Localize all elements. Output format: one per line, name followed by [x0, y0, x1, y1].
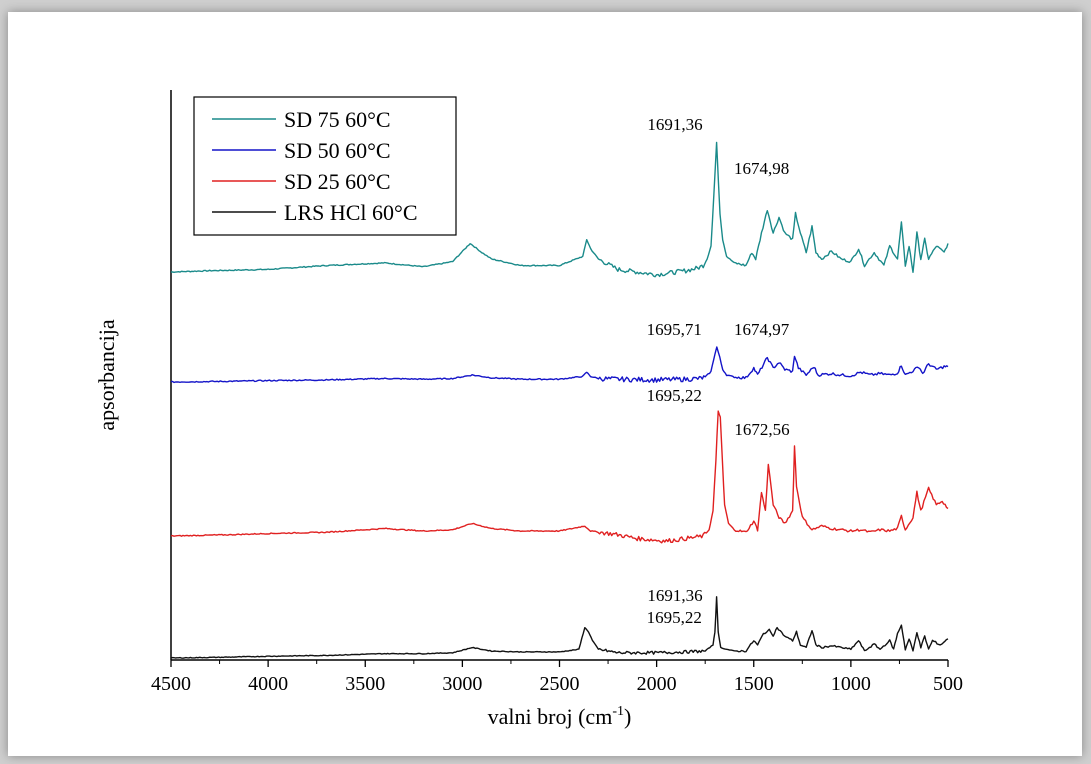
x-tick-label: 4000: [248, 673, 288, 695]
x-axis-label: valni broj (cm-1): [488, 704, 632, 729]
axes: 4500 4000 3500 3000 2500 2000 1500 1000 500 valni…: [94, 90, 963, 729]
legend-label: LRS HCl 60°C: [284, 200, 418, 225]
x-tick-label: 2000: [637, 673, 677, 695]
peak-label: 1674,97: [734, 320, 790, 339]
series-line: [170, 346, 949, 384]
x-tick-label: 2500: [540, 673, 580, 695]
peak-label: 1695,71: [647, 320, 702, 339]
x-tick-label: 500: [933, 673, 963, 695]
peak-label: 1695,22: [647, 608, 702, 627]
x-tick-label: 3000: [442, 673, 482, 695]
peak-label: 1695,22: [647, 386, 702, 405]
peak-label: 1674,98: [734, 159, 789, 178]
y-axis-label: apsorbancija: [94, 319, 119, 430]
peak-label: 1672,56: [734, 420, 789, 439]
peak-label: 1691,36: [647, 586, 702, 605]
chart-frame: 4500 4000 3500 3000 2500 2000 1500 1000 500 valni…: [8, 12, 1082, 756]
x-tick-label: 4500: [151, 673, 191, 695]
series-line: [170, 410, 949, 544]
legend-label: SD 25 60°C: [284, 169, 391, 194]
x-tick-label: 1500: [734, 673, 774, 695]
legend-label: SD 75 60°C: [284, 107, 391, 132]
legend-label: SD 50 60°C: [284, 138, 391, 163]
ftir-spectra-chart: 4500 4000 3500 3000 2500 2000 1500 1000 500 valni…: [94, 90, 963, 729]
peak-label: 1691,36: [647, 115, 702, 134]
x-tick-label: 3500: [345, 673, 385, 695]
peak-annotations: 1691,36 1674,98 1695,71 1674,97 1672,56 1695,…: [647, 115, 790, 627]
legend: SD 75 60°C SD 50 60°C SD 25 60°C LRS HCl 60…: [193, 96, 457, 236]
series-layer: [170, 141, 949, 659]
series-line: [170, 141, 949, 278]
x-tick-label: 1000: [831, 673, 871, 695]
series-line: [170, 596, 949, 659]
